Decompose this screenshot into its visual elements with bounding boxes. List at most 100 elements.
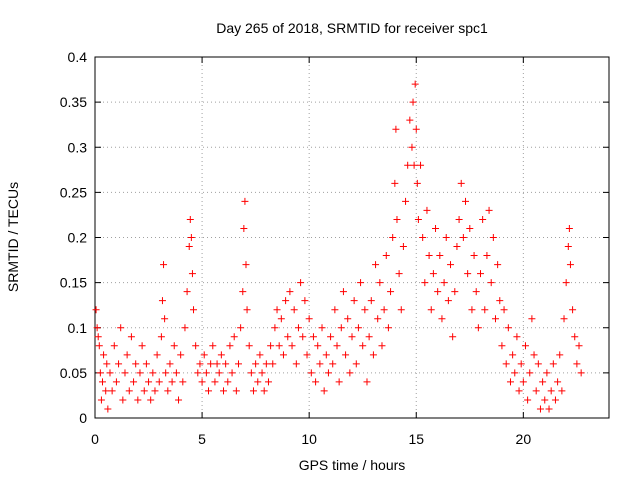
data-point xyxy=(121,369,129,377)
data-point xyxy=(252,360,260,368)
data-point xyxy=(279,351,287,359)
data-point xyxy=(100,351,108,359)
data-point xyxy=(429,270,437,278)
data-point xyxy=(536,405,544,413)
data-point xyxy=(243,306,251,314)
data-point xyxy=(151,387,159,395)
data-point xyxy=(363,378,371,386)
data-point xyxy=(284,333,292,341)
data-point xyxy=(269,360,277,368)
data-point xyxy=(267,342,275,350)
x-tick-label: 5 xyxy=(198,431,206,447)
data-point xyxy=(352,360,360,368)
y-tick-label: 0 xyxy=(79,410,87,426)
data-point xyxy=(534,360,542,368)
data-point xyxy=(506,378,514,386)
data-point xyxy=(359,342,367,350)
data-point xyxy=(177,351,185,359)
data-point xyxy=(397,306,405,314)
data-point xyxy=(376,279,384,287)
data-point xyxy=(502,360,510,368)
data-point xyxy=(95,342,103,350)
y-tick-label: 0.4 xyxy=(68,49,88,65)
data-point xyxy=(158,297,166,305)
data-point xyxy=(524,396,532,404)
data-point xyxy=(155,378,163,386)
data-point xyxy=(406,116,414,124)
data-point xyxy=(288,342,296,350)
data-point xyxy=(564,243,572,251)
data-point xyxy=(417,161,425,169)
data-point xyxy=(254,378,262,386)
data-point xyxy=(545,405,553,413)
y-tick-label: 0.05 xyxy=(60,365,87,381)
data-point xyxy=(339,288,347,296)
data-point xyxy=(509,351,517,359)
data-point xyxy=(519,378,527,386)
data-point xyxy=(166,360,174,368)
data-point xyxy=(436,252,444,260)
data-point xyxy=(292,360,300,368)
data-point xyxy=(324,369,332,377)
data-point xyxy=(474,324,482,332)
data-point xyxy=(108,387,116,395)
data-point xyxy=(132,360,140,368)
y-tick-label: 0.25 xyxy=(60,184,87,200)
data-point xyxy=(224,378,232,386)
y-axis-title: SRMTID / TECUs xyxy=(5,182,21,292)
data-point xyxy=(117,324,125,332)
data-point xyxy=(211,378,219,386)
data-point xyxy=(517,360,525,368)
data-point xyxy=(256,351,264,359)
data-point xyxy=(481,306,489,314)
data-point xyxy=(569,306,577,314)
data-point xyxy=(449,333,457,341)
data-point xyxy=(539,378,547,386)
data-point xyxy=(440,279,448,287)
data-point xyxy=(309,333,317,341)
data-point xyxy=(389,234,397,241)
data-point xyxy=(392,125,400,133)
data-point xyxy=(97,396,105,404)
data-point xyxy=(318,324,326,332)
data-point xyxy=(382,252,390,260)
data-point xyxy=(521,342,529,350)
data-point xyxy=(127,333,135,341)
data-point xyxy=(528,315,536,323)
data-point xyxy=(425,252,433,260)
data-point xyxy=(303,351,311,359)
data-point xyxy=(282,297,290,305)
data-point xyxy=(402,197,410,205)
data-point xyxy=(432,224,440,232)
data-point xyxy=(380,306,388,314)
data-point xyxy=(354,324,362,332)
data-point xyxy=(556,351,564,359)
data-point xyxy=(487,279,495,287)
data-point xyxy=(183,288,191,296)
data-point xyxy=(438,315,446,323)
data-point xyxy=(301,297,309,305)
data-point xyxy=(391,179,399,187)
data-point xyxy=(350,297,358,305)
data-point xyxy=(558,387,566,395)
axis-ticks: 0 0.05 0.1 0.15 0.2 0.25 0.3 0.35 0.4 0 5 10 15 20 xyxy=(60,49,609,447)
data-point xyxy=(290,306,298,314)
data-point xyxy=(374,315,382,323)
data-points xyxy=(92,80,585,413)
data-point xyxy=(434,288,442,296)
data-point xyxy=(554,378,562,386)
data-point xyxy=(172,369,180,377)
data-point xyxy=(459,234,467,241)
data-point xyxy=(160,261,168,269)
data-point xyxy=(451,288,459,296)
data-point xyxy=(93,324,101,332)
data-point xyxy=(312,378,320,386)
y-tick-label: 0.1 xyxy=(68,320,88,336)
data-point xyxy=(136,369,144,377)
data-point xyxy=(134,396,142,404)
data-point xyxy=(378,342,386,350)
data-point xyxy=(161,315,169,323)
data-point xyxy=(179,378,187,386)
data-point xyxy=(322,351,330,359)
